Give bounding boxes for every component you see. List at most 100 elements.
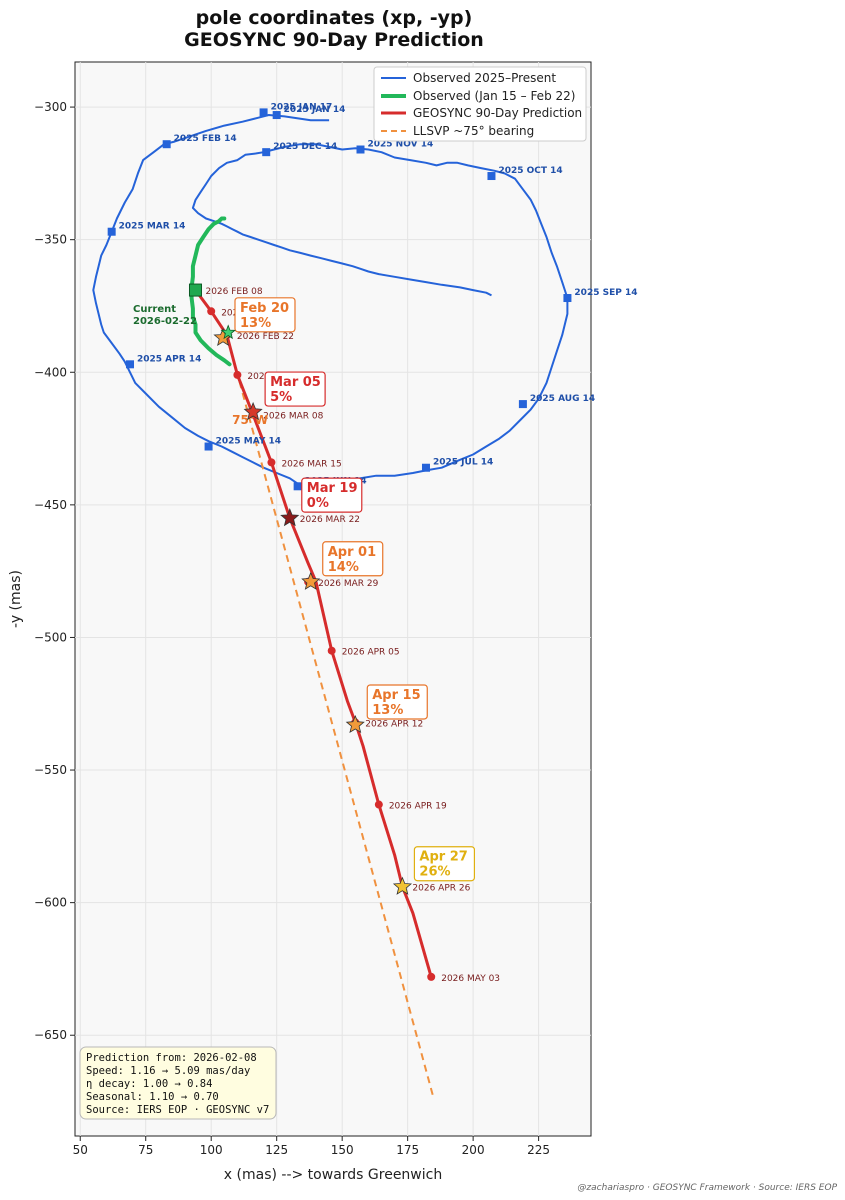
callout-box	[366, 684, 428, 720]
y-tick-label: −650	[34, 1028, 67, 1042]
observed-marker	[272, 111, 281, 120]
x-tick-label: 100	[200, 1143, 223, 1157]
y-tick-label: −550	[34, 763, 67, 777]
callout-box	[264, 371, 326, 407]
callout-percent: 13%	[372, 703, 403, 718]
legend-box	[373, 66, 587, 142]
x-axis-ticks: 50 75 100 125 150 175 200 225	[73, 1136, 550, 1157]
callout-date: Apr 27	[419, 850, 467, 865]
info-line-prediction-from: Prediction from: 2026-02-08	[86, 1052, 257, 1064]
x-tick-label: 125	[265, 1143, 288, 1157]
observed-marker	[162, 140, 171, 149]
chart-subtitle: GEOSYNC 90-Day Prediction	[184, 29, 484, 51]
info-line-eta-decay: η decay: 1.00 → 0.84	[86, 1078, 212, 1090]
info-line-seasonal: Seasonal: 1.10 → 0.70	[86, 1091, 219, 1103]
callout-percent: 13%	[240, 316, 271, 331]
y-axis-label: -y (mas)	[8, 570, 24, 628]
y-tick-label: −500	[34, 630, 67, 644]
callout-star	[392, 876, 413, 895]
callout-star	[280, 508, 300, 527]
x-tick-label: 200	[462, 1143, 485, 1157]
y-tick-label: −400	[34, 365, 67, 379]
observed-marker	[563, 294, 572, 303]
x-tick-label: 150	[331, 1143, 354, 1157]
callout-date: Apr 15	[372, 688, 420, 703]
callout-percent: 5%	[270, 390, 292, 405]
y-tick-label: −450	[34, 498, 67, 512]
info-line-speed: Speed: 1.16 → 5.09 mas/day	[86, 1065, 250, 1077]
current-position-star	[220, 324, 236, 340]
callout-date: Mar 19	[307, 481, 358, 496]
observed-marker	[259, 108, 268, 117]
callout-date: Mar 05	[270, 375, 321, 390]
series-line-prediction	[194, 288, 433, 979]
x-tick-label: 75	[138, 1143, 153, 1157]
observed-marker	[518, 400, 527, 409]
callout-box	[413, 846, 476, 882]
callout-box	[301, 477, 363, 513]
prediction-point-label: 2026 APR 12	[365, 719, 423, 729]
info-box: Prediction from: 2026-02-08 Speed: 1.16 …	[79, 1046, 277, 1120]
observed-marker-label: 2025 AUG 14	[530, 394, 595, 404]
prediction-point-label: 2026 FEB 08	[205, 287, 262, 297]
callout-percent: 26%	[419, 865, 450, 880]
callout-star	[301, 571, 321, 590]
y-tick-label: −300	[34, 100, 67, 114]
callout-box	[234, 297, 296, 333]
observed-marker	[126, 360, 135, 369]
info-line-source: Source: IERS EOP · GEOSYNC v7	[86, 1104, 269, 1116]
prediction-start-marker	[188, 283, 202, 297]
callout-box	[322, 541, 384, 577]
callout-percent: 14%	[328, 560, 359, 575]
observed-marker-label: 2025 NOV 14	[368, 140, 434, 150]
callout-date: Apr 01	[328, 545, 376, 560]
x-tick-label: 175	[396, 1143, 419, 1157]
prediction-point-label: 2026 MAR 22	[300, 515, 360, 525]
prediction-point-label: 2026 APR 05	[342, 648, 400, 658]
legend-item-recent: Observed (Jan 15 – Feb 22)	[413, 89, 575, 103]
prediction-point-label: 2026 MAR 29	[318, 579, 379, 589]
x-tick-label: 50	[73, 1143, 88, 1157]
prediction-point	[267, 458, 276, 467]
prediction-point-label: 2026 MAR 15	[281, 459, 341, 469]
prediction-point	[233, 370, 242, 379]
observed-marker-label: 2025 DEC 14	[273, 142, 337, 152]
bearing-label: 75°W	[232, 413, 268, 427]
y-tick-label: −350	[34, 233, 67, 247]
prediction-point	[207, 307, 216, 316]
callout-percent: 0%	[307, 496, 329, 511]
prediction-point	[327, 646, 336, 655]
observed-marker	[293, 482, 302, 491]
observed-marker-label: 2025 FEB 14	[174, 134, 237, 144]
current-label: Current	[133, 304, 176, 315]
prediction-point-label: 2026 MAY 03	[441, 974, 500, 984]
current-date: 2026-02-22	[133, 316, 197, 327]
prediction-point-label: 2026 APR 26	[412, 884, 470, 894]
callout-star	[243, 401, 263, 421]
observed-marker-label: 2025 JUL 14	[433, 458, 493, 468]
observed-marker-label: 2025 MAY 14	[216, 437, 281, 447]
callout-star	[345, 714, 365, 734]
footer-credit: @zachariaspro · GEOSYNC Framework · Sour…	[577, 1183, 837, 1193]
x-axis-label: x (mas) --> towards Greenwich	[224, 1167, 442, 1183]
legend-item-prediction: GEOSYNC 90-Day Prediction	[413, 106, 582, 120]
y-axis-ticks: −300 −350 −400 −450 −500 −550 −600 −650	[34, 100, 75, 1042]
y-tick-label: −600	[34, 896, 67, 910]
observed-marker-label: 2025 SEP 14	[574, 288, 637, 298]
observed-marker	[487, 172, 496, 181]
prediction-point-label: 2026 MAR 08	[263, 412, 324, 422]
observed-marker-label: 2025 MAR 14	[119, 222, 186, 232]
plot-area	[74, 61, 592, 1137]
prediction-point-label: 2026 APR 19	[389, 802, 447, 812]
observed-marker-label: 2025 APR 14	[137, 354, 201, 364]
legend-item-observed: Observed 2025–Present	[413, 71, 556, 85]
observed-marker	[107, 227, 116, 236]
callout-date: Feb 20	[240, 301, 289, 316]
observed-marker-label: 2025 JAN 14	[284, 105, 346, 115]
observed-marker	[262, 148, 271, 157]
prediction-point	[374, 800, 383, 809]
series-line-observed	[92, 114, 569, 488]
observed-marker	[421, 463, 430, 472]
